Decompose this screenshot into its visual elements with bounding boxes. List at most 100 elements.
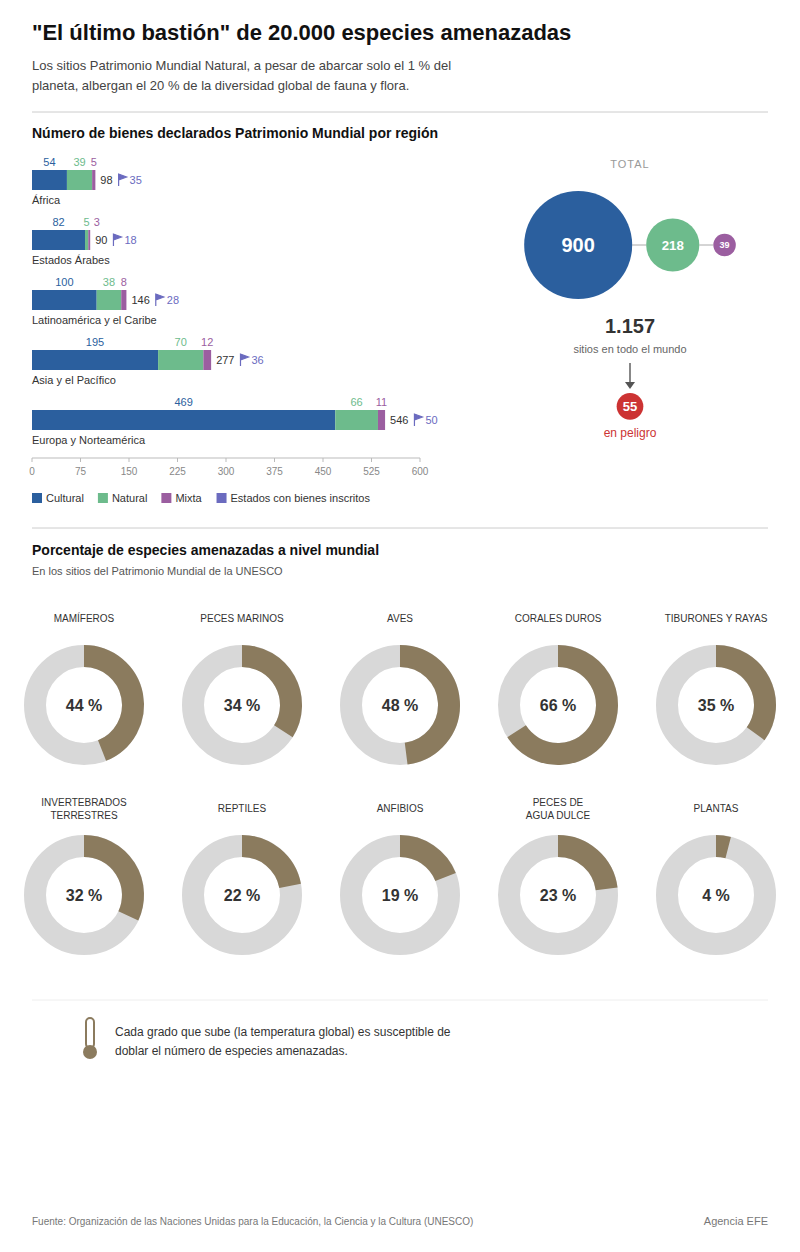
data-label: 39 — [73, 156, 85, 168]
legend-label: Mixta — [175, 492, 202, 504]
total-label: 90 — [95, 234, 107, 246]
data-label: 5 — [91, 156, 97, 168]
text-line: PECES DE — [533, 797, 584, 808]
bar-segment — [32, 230, 85, 250]
connector — [632, 245, 646, 246]
bar-segment — [88, 230, 90, 250]
bars — [32, 170, 385, 430]
x-tick-label: 375 — [266, 466, 283, 477]
data-label: 54 — [43, 156, 55, 168]
x-tick-label: 150 — [121, 466, 138, 477]
donut-track — [509, 656, 607, 754]
chart-title: Porcentaje de especies amenazadas a nive… — [32, 542, 379, 558]
total-label: 546 — [390, 414, 408, 426]
donut-arc — [400, 846, 446, 877]
connector — [699, 245, 713, 246]
bubble-label: 218 — [662, 238, 684, 253]
x-tick — [323, 458, 324, 462]
category-label: Europa y Norteamérica — [32, 434, 146, 446]
x-tick — [226, 458, 227, 462]
donut-label: 66 % — [540, 697, 576, 714]
text-line: doblar el número de especies amenazadas. — [115, 1044, 348, 1058]
total-label: 146 — [131, 294, 149, 306]
x-tick — [274, 458, 275, 462]
donut: PECES DEAGUA DULCE23 % — [509, 797, 607, 945]
donut-label: 48 % — [382, 697, 418, 714]
legend-label: Cultural — [46, 492, 84, 504]
bar-segment — [32, 410, 335, 430]
danger-label: en peligro — [604, 426, 657, 440]
thermometer-icon — [83, 1045, 97, 1059]
x-tick — [371, 458, 372, 462]
category-label: PECES DE AGUA DULCE — [526, 797, 591, 821]
legend-label: Natural — [112, 492, 147, 504]
x-tick-label: 75 — [75, 466, 87, 477]
text-line: Cada grado que sube (la temperatura glob… — [115, 1025, 451, 1039]
separator — [32, 528, 768, 529]
text-line: AGUA DULCE — [526, 810, 591, 821]
data-label: 82 — [52, 216, 64, 228]
category-label: Estados Árabes — [32, 254, 110, 266]
legend-swatch — [217, 493, 227, 503]
legend-swatch — [98, 493, 108, 503]
bubble — [713, 234, 735, 256]
separator — [32, 112, 768, 113]
x-tick — [32, 458, 33, 462]
donut-track — [351, 656, 449, 754]
bar-segment — [335, 410, 378, 430]
flag-icon — [119, 174, 127, 186]
legend-swatch — [161, 493, 171, 503]
flag-icon — [156, 294, 164, 306]
page-subtitle: Los sitios Patrimonio Mundial Natural, a… — [32, 58, 451, 93]
category-label: TIBURONES Y RAYAS — [665, 613, 768, 624]
arrow — [629, 363, 630, 383]
bar-segment — [67, 170, 92, 190]
donut-arc — [517, 656, 607, 754]
bar-segment — [121, 290, 126, 310]
states-label: 28 — [167, 294, 179, 306]
page-title: "El último bastión" de 20.000 especies a… — [32, 20, 571, 45]
total-label: 1.157 — [605, 315, 655, 337]
data-label: 5 — [84, 216, 90, 228]
x-tick-label: 225 — [169, 466, 186, 477]
bar-labels: 543959835África82539018Estados Árabes100… — [32, 156, 438, 446]
chart-subtitle: En los sitios del Patrimonio Mundial de … — [32, 565, 283, 577]
category-label: AVES — [387, 613, 413, 624]
bar-segment — [92, 170, 95, 190]
donut: PLANTAS4 % — [667, 803, 765, 944]
donut: MAMÍFEROS44 % — [35, 612, 133, 754]
agency: Agencia EFE — [704, 1215, 768, 1227]
donut-arc — [716, 846, 728, 848]
donut-track — [35, 846, 133, 944]
data-label: 195 — [86, 336, 104, 348]
donut-arc — [84, 846, 133, 916]
flag-icon — [414, 414, 422, 426]
donut-arc — [558, 846, 607, 889]
bar-segment — [32, 290, 97, 310]
x-tick — [129, 458, 130, 462]
source: Fuente: Organización de las Naciones Uni… — [32, 1216, 473, 1227]
x-tick — [420, 458, 421, 462]
donut-arc — [716, 656, 765, 734]
donut-arc — [242, 846, 290, 886]
separator — [32, 1000, 768, 1001]
donut-label: 35 % — [698, 697, 734, 714]
category-label: INVERTEBRADOSTERRESTRES — [41, 797, 127, 821]
data-label: 70 — [175, 336, 187, 348]
donut-label: 34 % — [224, 697, 260, 714]
donut-arc — [242, 656, 291, 731]
flag-icon — [240, 354, 248, 366]
bar-segment — [97, 290, 122, 310]
donut: PECES MARINOS34 % — [193, 613, 291, 754]
x-tick — [80, 458, 81, 462]
donut-label: 22 % — [224, 887, 260, 904]
chart-title: Número de bienes declarados Patrimonio M… — [32, 125, 438, 141]
text-line: Los sitios Patrimonio Mundial Natural, a… — [32, 58, 451, 73]
x-tick-label: 300 — [218, 466, 235, 477]
total-label: 277 — [216, 354, 234, 366]
total-label: 98 — [100, 174, 112, 186]
bar-segment — [32, 350, 158, 370]
states-label: 50 — [425, 414, 437, 426]
danger-bubble — [617, 393, 644, 420]
danger-value: 55 — [623, 399, 637, 414]
